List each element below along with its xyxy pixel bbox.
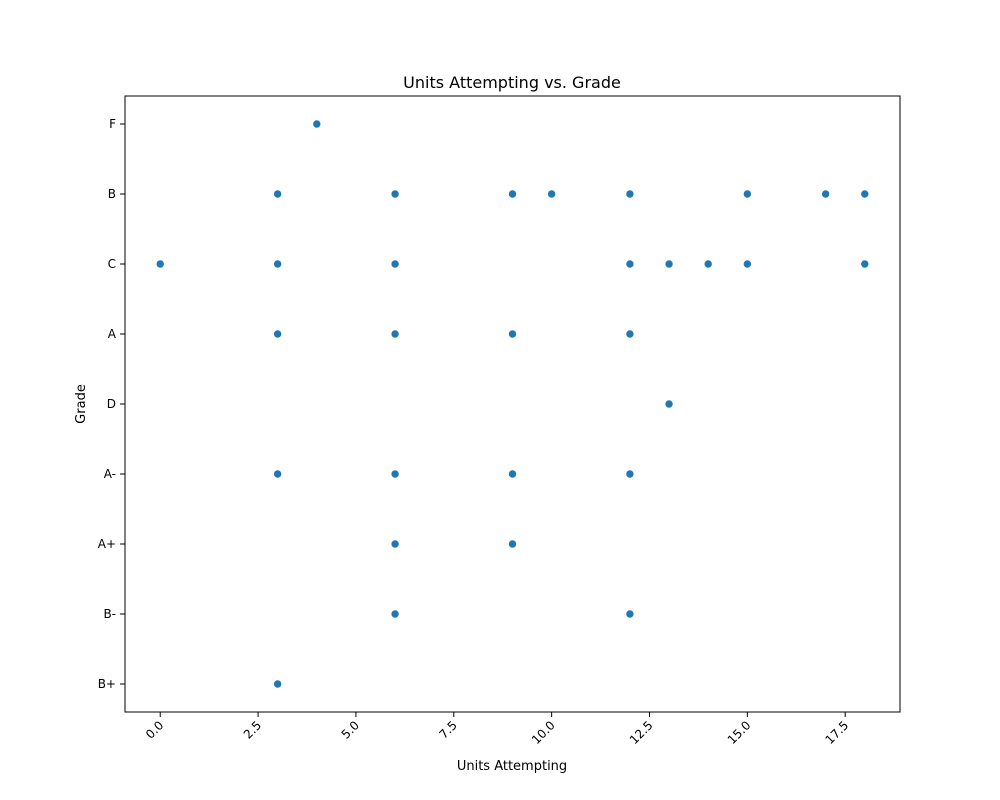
data-point [625,189,635,199]
x-tick-label: 17.5 [823,718,852,747]
x-tick-label: 12.5 [627,718,656,747]
x-tick-label: 5.0 [339,718,362,741]
y-tick-label: B- [103,607,116,621]
data-point [390,189,400,199]
data-point [390,539,400,549]
data-point [664,399,674,409]
data-point [703,259,713,269]
data-point [273,469,282,479]
x-tick-label: 7.5 [437,718,460,741]
y-tick-label: B [108,187,116,201]
data-point [273,189,282,199]
data-point [273,679,282,689]
x-tick-label: 15.0 [725,718,754,747]
data-point [312,119,322,129]
data-point [625,609,635,619]
data-point [625,329,635,339]
data-point [625,469,635,479]
y-tick-label: A+ [98,537,116,551]
data-point [743,259,752,269]
data-point [273,259,282,269]
y-tick-label: F [109,117,116,131]
y-tick-label: B+ [98,677,116,691]
data-point [508,539,517,549]
y-axis-label: Grade [74,384,89,424]
plot-frame [124,95,901,713]
data-point [664,259,674,269]
data-point [273,329,282,339]
data-point [625,259,635,269]
data-point [155,259,165,269]
data-point [743,189,752,199]
data-point [860,259,870,269]
y-tick-label: D [107,397,116,411]
data-point [508,469,517,479]
data-point [821,189,830,199]
y-tick-label: A [108,327,117,341]
chart-title: Units Attempting vs. Grade [403,73,621,92]
data-point [390,609,400,619]
x-tick-label: 10.0 [529,718,558,747]
x-axis-label: Units Attempting [457,759,567,774]
x-tick-label: 0.0 [143,718,166,741]
data-point [390,469,400,479]
data-point [390,259,400,269]
data-point [547,189,556,199]
y-tick-label: C [108,257,116,271]
x-tick-label: 2.5 [241,718,264,741]
data-point [508,189,517,199]
data-point [508,329,517,339]
y-tick-label: A- [104,467,116,481]
data-point [860,189,870,199]
data-point [390,329,400,339]
